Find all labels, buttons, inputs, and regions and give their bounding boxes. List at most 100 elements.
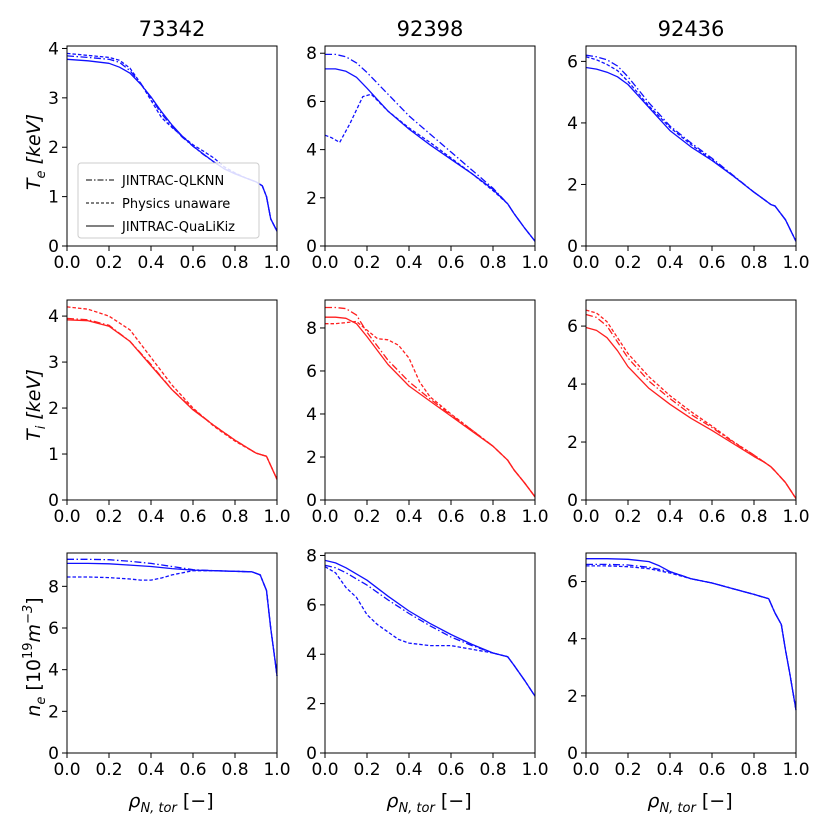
ylabel-te: Te [keV] (23, 114, 49, 190)
x-tick-label: 0.4 (395, 507, 422, 527)
y-tick-label: 6 (567, 317, 578, 337)
panel-ne_92436: 0.0 0.2 0.4 0.6 0.8 1.0 0 2 4 6 (567, 552, 810, 780)
y-tick-label: 4 (567, 630, 578, 650)
y-tick-label: 2 (48, 138, 59, 158)
x-tick-label: 0.8 (221, 760, 248, 780)
series-dashed-ti_92398 (325, 320, 536, 498)
x-tick-label: 0.8 (479, 253, 506, 273)
y-tick-label: 8 (306, 546, 317, 566)
series-dashdot-ne_73342 (67, 558, 278, 676)
panel-title: 92436 (658, 17, 725, 41)
panel-ti_92436: 0.0 0.2 0.4 0.6 0.8 1.0 0 2 4 6 (567, 299, 810, 527)
x-tick-label: 0.4 (137, 507, 164, 527)
series-dashed-ti_92436 (585, 309, 797, 499)
x-tick-label: 0.6 (698, 760, 725, 780)
x-tick-label: 1.0 (782, 760, 809, 780)
panel-ti_73342: 0.0 0.2 0.4 0.6 0.8 1.0 0 1 2 3 4 (48, 299, 291, 527)
panel-te_92436: 0.0 0.2 0.4 0.6 0.8 1.0 0 2 4 6 92436 (567, 17, 809, 273)
series-dashed-ne_73342 (67, 570, 278, 676)
y-tick-label: 2 (306, 695, 317, 715)
y-tick-label: 1 (48, 445, 59, 465)
x-tick-label: 0.8 (740, 253, 767, 273)
xlabel-col2: ρN, tor [−] (386, 790, 471, 816)
y-tick-label: 2 (306, 448, 317, 468)
series-dashdot-te_92398 (325, 53, 536, 242)
x-tick-label: 0.6 (698, 253, 725, 273)
series-dashed-te_92436 (585, 56, 797, 242)
series-solid-te_92436 (585, 66, 797, 242)
y-tick-label: 6 (567, 573, 578, 593)
xlabel-col1: ρN, tor [−] (128, 790, 213, 816)
axes-frame (324, 45, 536, 247)
series-dashdot-ti_73342 (66, 317, 278, 480)
y-tick-label: 2 (567, 433, 578, 453)
x-tick-label: 0.6 (698, 507, 725, 527)
ylabel-ne: ne [1019m−3] (21, 597, 49, 716)
x-tick-label: 1.0 (521, 253, 548, 273)
axes-frame (585, 45, 797, 247)
series-dashed-ti_73342 (66, 306, 278, 480)
x-tick-label: 1.0 (782, 507, 809, 527)
x-tick-label: 0.8 (221, 507, 248, 527)
x-tick-label: 0.0 (572, 253, 599, 273)
y-tick-label: 8 (306, 44, 317, 64)
axes-frame (66, 45, 278, 247)
y-tick-label: 6 (306, 362, 317, 382)
legend-label-qlknn: JINTRAC-QLKNN (121, 174, 224, 189)
x-tick-label: 0.0 (572, 507, 599, 527)
series-dashdot-ne_92398 (324, 564, 536, 697)
y-tick-label: 2 (306, 189, 317, 209)
x-tick-label: 0.2 (353, 507, 380, 527)
series-solid-ne_92436 (586, 558, 797, 711)
x-tick-label: 0.2 (614, 253, 641, 273)
x-tick-label: 0.4 (395, 760, 422, 780)
xlabel-col3: ρN, tor [−] (647, 790, 732, 816)
y-tick-label: 2 (567, 687, 578, 707)
x-tick-label: 0.2 (614, 760, 641, 780)
y-tick-label: 3 (48, 353, 59, 373)
x-tick-label: 0.2 (95, 253, 122, 273)
panel-te_73342: 0.0 0.2 0.4 0.6 0.8 1.0 0 1 2 3 4 73342 (48, 17, 290, 273)
series-dashdot-ne_92436 (586, 563, 797, 711)
panel-ti_92398: 0.0 0.2 0.4 0.6 0.8 1.0 0 2 4 6 8 (306, 299, 549, 527)
x-tick-label: 0.4 (137, 760, 164, 780)
x-tick-label: 0.8 (479, 760, 506, 780)
x-tick-label: 0.0 (311, 507, 338, 527)
series-dashed-ne_92436 (586, 565, 797, 711)
panel-title: 92398 (397, 17, 464, 41)
x-tick-label: 0.8 (740, 760, 767, 780)
x-tick-label: 0.0 (53, 253, 80, 273)
series-solid-te_92398 (325, 68, 536, 242)
x-tick-label: 0.6 (179, 507, 206, 527)
y-tick-label: 4 (306, 141, 317, 161)
y-tick-label: 2 (48, 399, 59, 419)
x-tick-label: 1.0 (521, 507, 548, 527)
x-tick-label: 1.0 (263, 507, 290, 527)
y-tick-label: 6 (306, 596, 317, 616)
series-solid-ne_73342 (67, 562, 278, 676)
ylabel-ti: Ti [keV] (23, 369, 49, 441)
x-tick-label: 0.0 (311, 760, 338, 780)
series-dashdot-te_92436 (585, 54, 797, 242)
x-tick-label: 0.2 (353, 253, 380, 273)
x-tick-label: 0.8 (479, 507, 506, 527)
y-tick-label: 0 (48, 237, 59, 257)
x-tick-label: 0.6 (179, 253, 206, 273)
series-solid-ti_73342 (66, 319, 278, 480)
series-solid-ti_92436 (585, 326, 797, 499)
y-tick-label: 0 (48, 491, 59, 511)
y-tick-label: 4 (48, 661, 59, 681)
series-solid-ne_92398 (324, 559, 536, 697)
y-tick-label: 0 (567, 491, 578, 511)
y-tick-label: 6 (48, 619, 59, 639)
x-tick-label: 0.2 (95, 760, 122, 780)
legend: JINTRAC-QLKNN Physics unaware JINTRAC-Qu… (77, 162, 260, 239)
x-tick-label: 0.4 (395, 253, 422, 273)
series-solid-ti_92398 (325, 316, 536, 498)
x-tick-label: 1.0 (263, 253, 290, 273)
x-tick-label: 0.8 (221, 253, 248, 273)
series-dashdot-ti_92436 (585, 313, 797, 499)
y-tick-label: 0 (306, 744, 317, 764)
x-tick-label: 0.2 (95, 507, 122, 527)
